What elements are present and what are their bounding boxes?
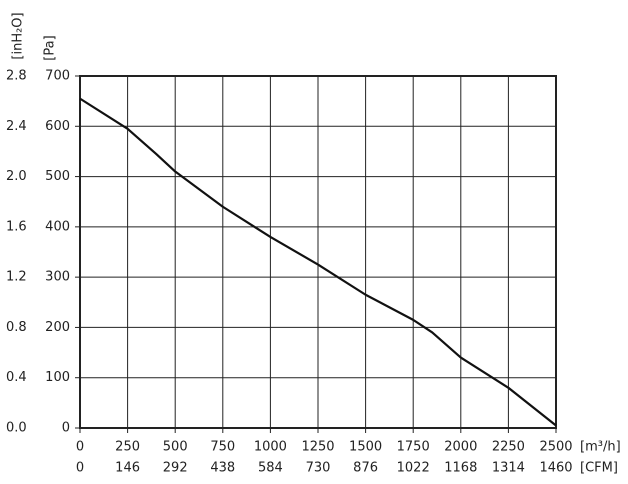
x2-tick-label: 292	[163, 461, 188, 476]
y2-tick-label: 0.4	[6, 370, 27, 385]
x-tick-label: 2000	[444, 440, 477, 455]
plot-frame	[79, 75, 557, 429]
x2-tick-label: 1314	[492, 461, 525, 476]
x-tick-label: 2500	[539, 440, 572, 455]
x2-tick-label: 146	[115, 461, 140, 476]
y2-tick-label: 2.8	[6, 69, 27, 84]
y-tick-label: 300	[45, 270, 70, 285]
x-tick-label: 250	[115, 440, 140, 455]
x2-tick-label: 1168	[444, 461, 477, 476]
y-tick-label: 0	[62, 421, 70, 436]
x-tick-label: 750	[210, 440, 235, 455]
x2-tick-label: 1022	[397, 461, 430, 476]
x2-tick-label: 1460	[539, 461, 572, 476]
x-axis-label: [m³/h]	[580, 440, 621, 455]
y2-tick-label: 0.0	[6, 421, 27, 436]
y-tick-label: 600	[45, 119, 70, 134]
y2-tick-label: 2.0	[6, 169, 27, 184]
y2-axis-label: [inH₂O]	[11, 12, 26, 59]
y2-tick-label: 1.6	[6, 219, 27, 234]
x-tick-label: 1750	[397, 440, 430, 455]
y2-tick-label: 2.4	[6, 119, 27, 134]
y-tick-label: 700	[45, 69, 70, 84]
x-tick-label: 1500	[349, 440, 382, 455]
x2-axis-label: [CFM]	[580, 461, 618, 476]
y-tick-label: 400	[45, 219, 70, 234]
x2-tick-label: 584	[258, 461, 283, 476]
x2-tick-label: 876	[353, 461, 378, 476]
x-tick-label: 0	[76, 440, 84, 455]
y2-tick-label: 1.2	[6, 270, 27, 285]
x2-tick-label: 438	[210, 461, 235, 476]
y2-tick-label: 0.8	[6, 320, 27, 335]
x-tick-label: 1000	[254, 440, 287, 455]
x2-tick-label: 0	[76, 461, 84, 476]
x2-tick-label: 730	[306, 461, 331, 476]
curve	[79, 97, 557, 427]
y-tick-label: 100	[45, 370, 70, 385]
x-tick-label: 2250	[492, 440, 525, 455]
x-tick-label: 1250	[301, 440, 334, 455]
y-tick-label: 200	[45, 320, 70, 335]
y-axis-label: [Pa]	[43, 35, 58, 60]
y-tick-label: 500	[45, 169, 70, 184]
x-tick-label: 500	[163, 440, 188, 455]
